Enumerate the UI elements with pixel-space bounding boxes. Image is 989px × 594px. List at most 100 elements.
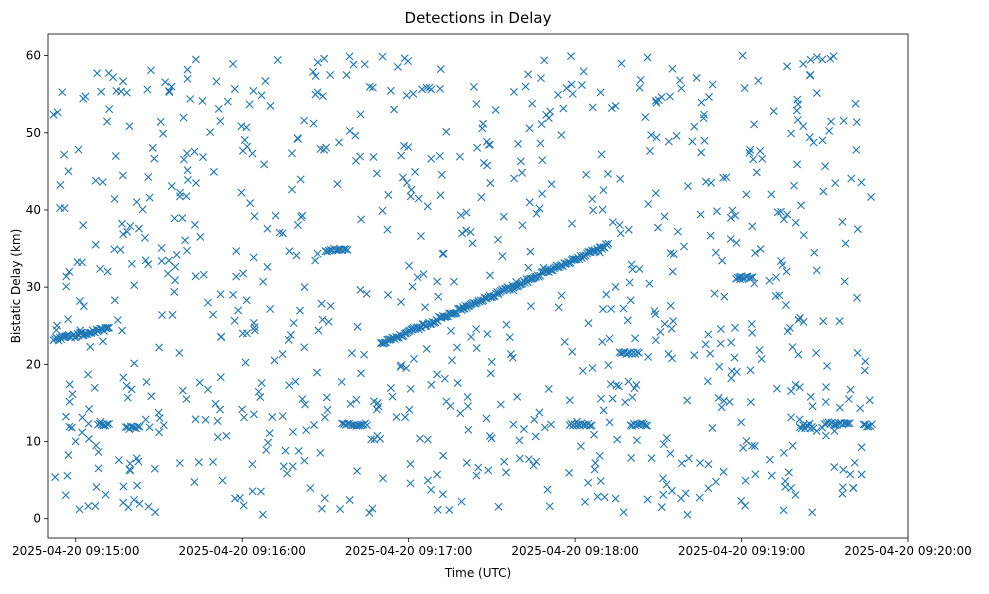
detection-marker — [643, 53, 652, 62]
detection-marker — [118, 219, 127, 228]
detection-marker — [472, 100, 481, 109]
detection-marker — [677, 84, 686, 93]
detection-marker — [825, 126, 834, 135]
detection-marker — [103, 420, 112, 429]
detection-marker — [660, 319, 669, 328]
detection-marker — [144, 173, 153, 182]
detection-marker — [528, 99, 537, 108]
detection-marker — [118, 326, 127, 335]
detection-marker — [857, 178, 866, 187]
detection-marker — [278, 412, 287, 421]
detection-marker — [595, 451, 604, 460]
detection-marker — [175, 192, 184, 201]
detection-marker — [216, 290, 225, 299]
detection-marker — [392, 412, 401, 421]
detection-marker — [791, 380, 800, 389]
detection-marker — [781, 477, 790, 486]
detection-marker — [165, 88, 174, 97]
detection-marker — [706, 231, 715, 240]
detection-marker — [749, 155, 758, 164]
detection-marker — [283, 469, 292, 478]
detection-marker — [97, 87, 106, 96]
detection-marker — [619, 508, 628, 517]
detection-marker — [53, 321, 62, 330]
detection-marker — [119, 77, 127, 86]
detection-marker — [644, 199, 653, 208]
detection-marker — [634, 348, 643, 357]
detection-marker — [309, 119, 318, 128]
detection-marker — [726, 213, 735, 222]
detection-marker — [788, 441, 797, 450]
detection-marker — [259, 277, 268, 286]
detection-marker — [586, 421, 595, 430]
detection-marker — [472, 471, 481, 480]
detection-marker — [588, 103, 597, 112]
y-ticks: 0 10 20 30 40 50 60 — [26, 49, 48, 526]
detection-marker — [261, 77, 270, 86]
detection-marker — [462, 458, 471, 467]
detection-marker — [829, 52, 838, 61]
detection-marker — [835, 403, 844, 412]
detection-marker — [356, 285, 365, 294]
detection-marker — [222, 431, 231, 440]
detection-marker — [427, 380, 436, 389]
y-tick-label: 40 — [26, 203, 41, 217]
detection-marker — [704, 330, 713, 339]
detection-marker — [521, 82, 530, 91]
detection-marker — [167, 182, 176, 191]
detection-marker — [599, 186, 608, 195]
detection-marker — [539, 263, 548, 272]
detection-marker — [715, 362, 724, 371]
detection-marker — [720, 292, 729, 301]
detection-marker — [482, 414, 491, 423]
detection-marker — [791, 491, 800, 500]
detection-marker — [400, 329, 409, 338]
detection-marker — [183, 74, 192, 83]
detection-marker — [746, 273, 755, 282]
detection-marker — [447, 326, 456, 335]
detection-marker — [652, 98, 661, 107]
detection-marker — [840, 277, 849, 286]
detection-marker — [301, 400, 310, 409]
detection-marker — [793, 95, 802, 104]
detection-marker — [737, 418, 746, 427]
detection-marker — [711, 248, 720, 257]
detection-marker — [79, 302, 88, 311]
detection-marker — [847, 174, 856, 183]
detection-marker — [397, 361, 406, 370]
detection-marker — [672, 131, 681, 140]
detection-marker — [590, 430, 599, 439]
detection-marker — [462, 226, 471, 235]
detection-marker — [260, 160, 269, 169]
y-tick-label: 50 — [26, 126, 41, 140]
detection-marker — [784, 468, 793, 477]
detection-marker — [345, 495, 354, 504]
detection-marker — [183, 175, 192, 184]
detection-marker — [799, 231, 808, 240]
detection-marker — [363, 421, 372, 430]
detection-marker — [148, 143, 157, 152]
detection-marker — [436, 65, 445, 74]
detection-marker — [708, 80, 717, 89]
detection-marker — [512, 277, 521, 286]
detection-marker — [851, 99, 860, 108]
detection-marker — [62, 272, 71, 281]
detection-marker — [590, 465, 599, 474]
detection-marker — [130, 281, 139, 290]
detection-marker — [628, 265, 637, 274]
detection-marker — [455, 152, 464, 161]
detection-marker — [151, 508, 160, 517]
detection-marker — [532, 457, 541, 466]
detection-marker — [228, 59, 237, 68]
detection-marker — [248, 460, 257, 469]
detection-marker — [695, 493, 704, 502]
detection-marker — [265, 429, 274, 438]
detection-marker — [313, 249, 322, 258]
detection-marker — [114, 456, 123, 465]
detection-marker — [612, 381, 621, 390]
detection-marker — [372, 169, 381, 178]
detection-marker — [690, 122, 699, 131]
detection-marker — [183, 65, 192, 74]
detection-marker — [365, 82, 374, 91]
